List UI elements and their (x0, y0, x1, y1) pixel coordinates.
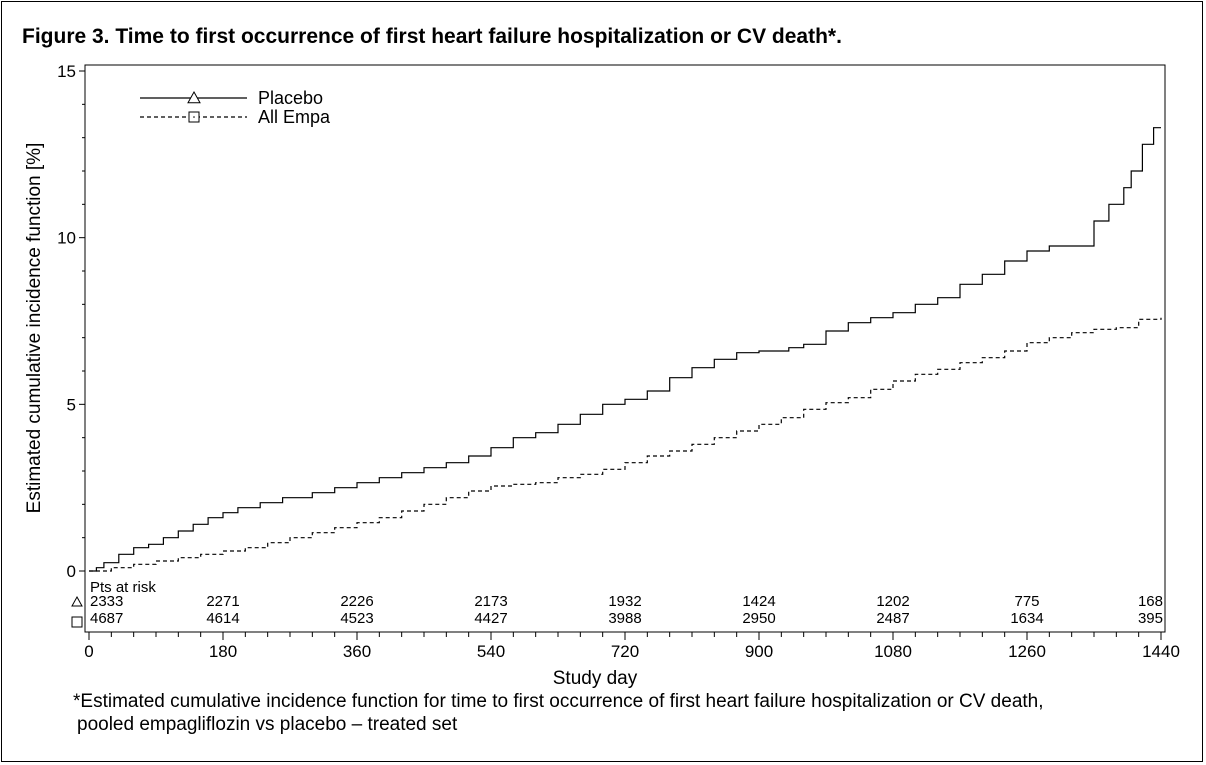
risk-row-triangle-icon (71, 595, 83, 607)
legend-label: All Empa (258, 107, 331, 127)
x-tick-label: 900 (745, 642, 773, 661)
risk-table-value: 4687 (90, 610, 123, 627)
x-tick-label: 720 (611, 642, 639, 661)
y-tick-label: 10 (57, 229, 76, 248)
y-tick-label: 15 (57, 62, 76, 81)
risk-table-value: 4523 (340, 610, 373, 627)
legend-square-dot (193, 116, 195, 118)
footnote: *Estimated cumulative incidence function… (73, 690, 1044, 736)
plot-area (84, 64, 1166, 633)
risk-row-square-icon (71, 616, 83, 628)
footnote-line-2: pooled empagliflozin vs placebo – treate… (77, 714, 458, 735)
risk-table-value: 2173 (474, 593, 507, 610)
x-tick-label: 1260 (1008, 642, 1046, 661)
risk-table-value: 2487 (876, 610, 909, 627)
risk-table-value: 2950 (742, 610, 775, 627)
risk-table-value: 168 (1138, 593, 1163, 610)
y-axis-label: Estimated cumulative incidence function … (24, 143, 45, 514)
series-line-all-empa (89, 317, 1162, 572)
risk-table-value: 1424 (742, 593, 775, 610)
x-tick-label: 180 (209, 642, 237, 661)
risk-table-value: 1634 (1010, 610, 1043, 627)
figure-title: Figure 3. Time to first occurrence of fi… (22, 25, 842, 48)
risk-table-value: 1202 (876, 593, 909, 610)
risk-table-value: 2226 (340, 593, 373, 610)
risk-table-value: 2271 (206, 593, 239, 610)
series-line-placebo (89, 127, 1161, 572)
risk-table-value: 1932 (608, 593, 641, 610)
risk-table-value: 4614 (206, 610, 239, 627)
risk-table-header: Pts at risk (90, 579, 156, 596)
risk-table-value: 4427 (474, 610, 507, 627)
legend-triangle-icon (187, 90, 201, 104)
x-tick-label: 0 (84, 642, 93, 661)
footnote-line-1: *Estimated cumulative incidence function… (73, 691, 1044, 712)
risk-table-value: 3988 (608, 610, 641, 627)
x-tick-label: 540 (477, 642, 505, 661)
x-tick-label: 360 (343, 642, 371, 661)
x-tick-label: 1440 (1142, 642, 1180, 661)
x-axis-label: Study day (553, 668, 638, 689)
risk-table-value: 2333 (90, 593, 123, 610)
legend-label: Placebo (258, 88, 323, 108)
x-tick-label: 1080 (874, 642, 912, 661)
risk-table-value: 775 (1014, 593, 1039, 610)
y-tick-label: 0 (67, 562, 76, 581)
y-tick-label: 5 (67, 395, 76, 414)
risk-table-value: 395 (1138, 610, 1163, 627)
